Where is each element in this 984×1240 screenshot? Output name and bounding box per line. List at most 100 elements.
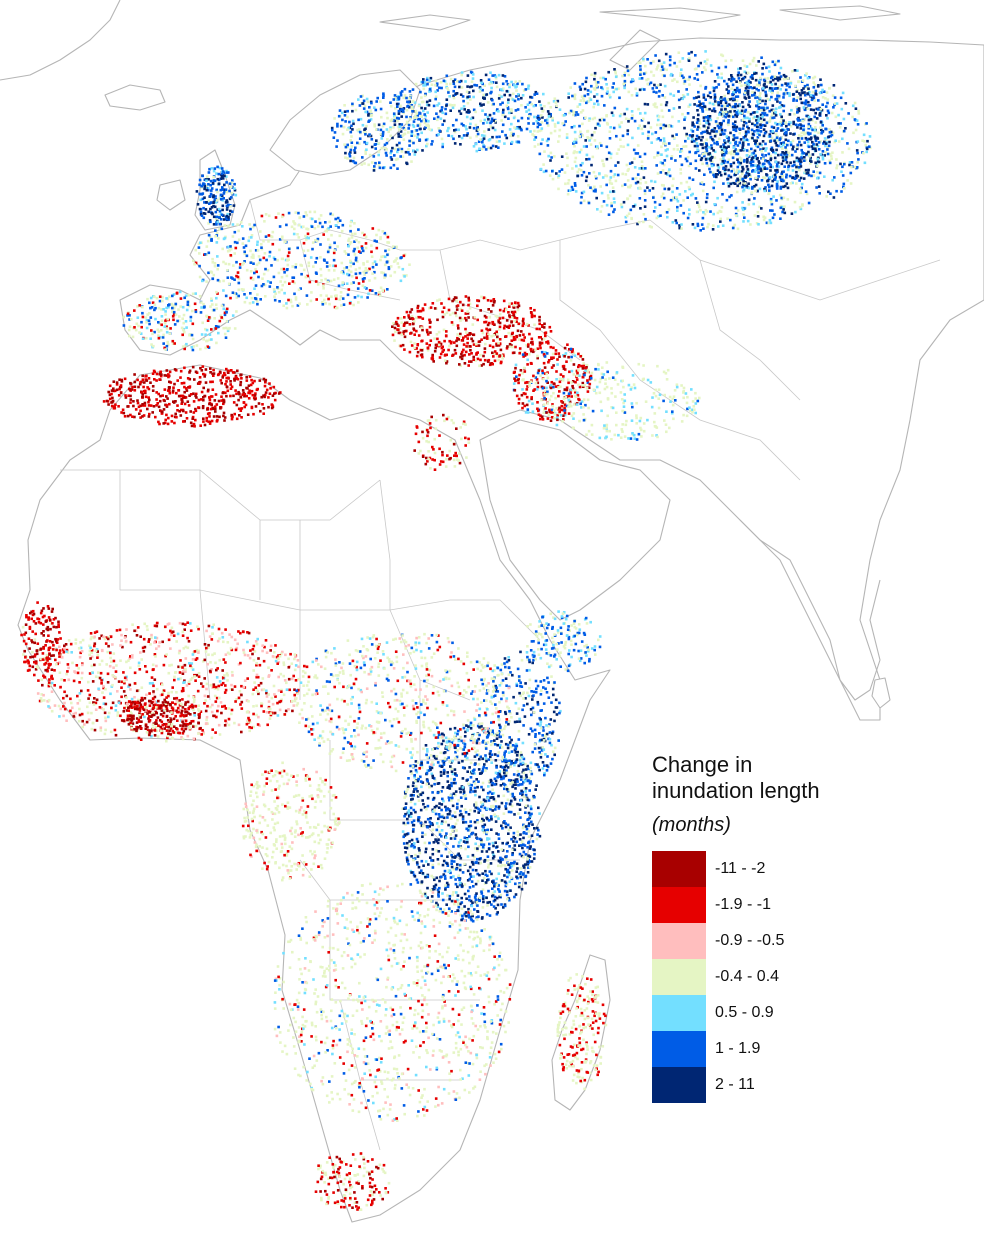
inundation-pixel [815,186,818,189]
inundation-pixel [414,82,418,86]
inundation-pixel [512,338,516,342]
inundation-pixel [816,108,820,111]
inundation-pixel [819,126,822,129]
inundation-pixel [651,87,655,90]
inundation-pixel [767,183,770,187]
inundation-pixel [333,241,336,245]
inundation-pixel [740,170,744,173]
inundation-pixel [222,326,225,330]
inundation-pixel [580,95,584,98]
inundation-pixel [700,138,703,142]
inundation-pixel [800,137,804,140]
inundation-pixel [226,327,230,331]
inundation-pixel [216,220,220,224]
inundation-pixel [194,292,197,295]
inundation-pixel [528,353,531,356]
inundation-pixel [775,165,779,168]
inundation-pixel [516,135,520,138]
inundation-pixel [385,128,389,131]
inundation-pixel [458,316,462,320]
inundation-pixel [784,121,787,125]
inundation-pixel [455,344,459,348]
inundation-pixel [638,167,641,170]
inundation-pixel [744,132,748,136]
inundation-pixel [393,116,397,119]
inundation-pixel [199,198,202,202]
inundation-pixel [757,171,760,174]
inundation-pixel [770,184,774,188]
inundation-pixel [184,320,188,323]
inundation-pixel [213,317,216,320]
inundation-pixel [624,173,628,176]
inundation-pixel [222,197,225,200]
inundation-pixel [738,104,742,107]
inundation-pixel [566,343,569,346]
inundation-pixel [313,227,317,230]
inundation-pixel [256,243,259,246]
inundation-pixel [465,115,469,119]
inundation-pixel [541,418,545,421]
inundation-pixel [407,148,410,151]
inundation-pixel [707,152,710,156]
inundation-pixel [712,107,716,110]
inundation-pixel [751,187,754,190]
inundation-pixel [266,268,270,272]
inundation-pixel [626,143,630,147]
inundation-pixel [521,402,525,405]
inundation-pixel [305,294,309,297]
inundation-pixel [459,307,463,311]
inundation-pixel [680,74,684,78]
inundation-pixel [738,163,741,166]
inundation-pixel [165,325,168,328]
inundation-pixel [602,162,605,166]
inundation-pixel [410,105,413,109]
inundation-pixel [725,198,729,202]
inundation-pixel [637,127,640,130]
inundation-pixel [696,224,700,228]
inundation-pixel [133,326,136,329]
inundation-pixel [389,101,392,104]
inundation-pixel [688,208,691,211]
inundation-pixel [396,116,399,120]
inundation-pixel [173,323,177,326]
inundation-pixel [850,161,854,164]
sri-lanka [871,677,891,709]
inundation-pixel [621,134,625,138]
inundation-pixel [353,253,357,256]
inundation-pixel [694,54,697,57]
inundation-pixel [384,249,387,253]
inundation-pixel [751,169,755,172]
inundation-pixel [502,326,506,330]
inundation-pixel [383,276,386,279]
inundation-pixel [777,85,781,88]
inundation-pixel [741,185,744,189]
inundation-pixel [324,277,327,281]
inundation-pixel [609,152,613,156]
inundation-pixel [583,373,586,377]
inundation-pixel [855,149,859,152]
inundation-pixel [233,188,237,192]
inundation-pixel [517,380,521,383]
inundation-pixel [574,137,577,141]
inundation-pixel [761,162,765,166]
inundation-pixel [713,150,717,154]
inundation-pixel [415,129,419,132]
inundation-pixel [820,128,823,132]
inundation-pixel [466,74,470,77]
inundation-pixel [534,104,537,107]
inundation-pixel [784,88,788,92]
inundation-pixel [733,223,737,227]
inundation-pixel [696,118,700,121]
inundation-pixel [541,116,544,119]
inundation-pixel [773,139,776,143]
inundation-pixel [467,303,470,307]
inundation-pixel [736,104,740,108]
inundation-pixel [567,189,571,192]
inundation-pixel [418,138,421,141]
inundation-pixel [671,79,674,82]
inundation-pixel [712,186,715,190]
inundation-pixel [430,83,434,86]
inundation-pixel [201,279,204,283]
inundation-pixel [338,109,342,112]
inundation-pixel [225,217,228,221]
